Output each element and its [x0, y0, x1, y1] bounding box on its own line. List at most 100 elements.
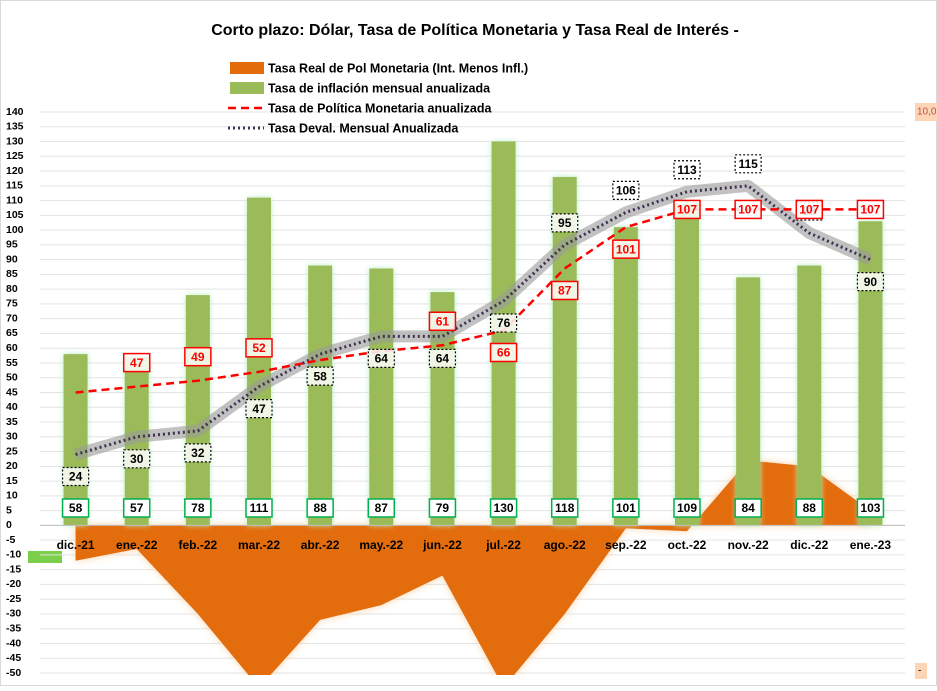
data-label-box: [550, 280, 579, 301]
y-tick-label: 40: [6, 401, 18, 413]
data-label-box: [428, 498, 457, 518]
data-label: 87: [375, 501, 389, 515]
bar: [491, 141, 516, 526]
data-label: 107: [677, 203, 697, 217]
data-label: 84: [741, 501, 755, 515]
y-tick-label: 50: [6, 372, 18, 384]
data-label-box: [367, 498, 396, 518]
data-label-box: [489, 342, 518, 363]
data-label: 103: [860, 501, 880, 515]
data-label: 106: [616, 184, 636, 198]
data-label-box: [489, 313, 518, 333]
line-halo: [73, 179, 873, 461]
y-tick-label: -10: [6, 549, 21, 561]
data-label: 32: [191, 446, 205, 460]
plot: [63, 141, 883, 675]
chart-title: Corto plazo: Dólar, Tasa de Política Mon…: [211, 22, 739, 39]
area: [75, 460, 871, 675]
x-tick-label: feb.-22: [179, 538, 218, 552]
y-tick-label: -30: [6, 608, 21, 620]
data-label: 79: [436, 501, 450, 515]
y-tick-label: 110: [6, 194, 23, 206]
data-label: 88: [803, 501, 817, 515]
x-tick-label: oct.-22: [668, 538, 707, 552]
data-label-box: [673, 160, 701, 180]
y-tick-label: 30: [6, 431, 18, 443]
x-tick-label: dic.-22: [790, 538, 828, 552]
data-label: 64: [375, 352, 389, 366]
data-label: 49: [191, 350, 205, 364]
data-label-box: [184, 498, 212, 518]
y2-label: -: [918, 666, 921, 677]
y-tick-label: 0: [6, 519, 12, 531]
data-label: 111: [250, 501, 269, 515]
bar: [369, 268, 394, 526]
data-label-box: [673, 498, 701, 518]
decor: [28, 551, 62, 563]
data-label-box: [367, 348, 395, 368]
data-label-box: [61, 498, 90, 518]
data-label-box: [856, 272, 885, 292]
data-label-box: [856, 498, 885, 518]
bar: [736, 277, 761, 526]
x-tick-label: ene.-22: [116, 538, 158, 552]
y-tick-label: 35: [6, 416, 18, 428]
data-label-box: [184, 346, 212, 367]
data-label: 107: [860, 203, 880, 217]
data-label: 88: [313, 501, 327, 515]
bar: [675, 203, 699, 526]
data-label: 107: [799, 203, 819, 217]
x-tick-label: mar.-22: [238, 538, 280, 552]
data-label: 58: [69, 501, 83, 515]
y-tick-label: 95: [6, 239, 18, 251]
x-tick-label: sep.-22: [605, 538, 647, 552]
y-tick-label: 15: [6, 475, 18, 487]
y-tick-label: -50: [6, 667, 21, 679]
data-label-box: [245, 398, 273, 419]
data-label-box: [122, 352, 151, 373]
y-tick-label: 115: [6, 180, 23, 192]
data-label: 66: [497, 346, 511, 360]
y-tick-label: 55: [6, 357, 18, 369]
data-label-box: [734, 498, 762, 518]
data-label-box: [795, 498, 824, 518]
legend-label: Tasa de Política Monetaria anualizada: [268, 101, 492, 115]
data-label: 101: [616, 501, 636, 515]
data-label-box: [428, 311, 457, 332]
data-label-box: [184, 443, 212, 463]
y-tick-label: 130: [6, 135, 24, 147]
y-tick-label: 5: [6, 504, 12, 516]
data-label: 30: [130, 452, 144, 466]
data-label: 87: [558, 284, 572, 298]
data-label: 76: [497, 316, 511, 330]
data-label-box: [551, 213, 579, 233]
x-tick-label: abr.-22: [301, 538, 340, 552]
data-label: 101: [616, 242, 636, 256]
data-label-box: [428, 348, 457, 368]
data-label: 78: [191, 501, 205, 515]
data-label-box: [550, 498, 579, 518]
y-tick-label: 45: [6, 386, 18, 398]
bar: [185, 295, 210, 526]
y-tick-label: -15: [6, 563, 21, 575]
x-tick-label: nov.-22: [728, 538, 769, 552]
y-tick-label: 90: [6, 253, 18, 265]
x-tick-label: jul.-22: [485, 538, 521, 552]
data-label: 58: [313, 369, 327, 383]
bar: [247, 197, 271, 526]
y-tick-label: 135: [6, 121, 24, 133]
y-tick-label: -25: [6, 593, 21, 605]
data-label: 130: [494, 501, 514, 515]
data-label: 24: [69, 470, 83, 484]
data-label: 115: [738, 157, 758, 171]
data-label-box: [306, 498, 334, 518]
y-tick-label: 25: [6, 445, 18, 457]
x-tick-label: ene.-23: [850, 538, 892, 552]
data-label-box: [306, 366, 334, 386]
x-tick-label: may.-22: [359, 538, 403, 552]
data-label-box: [61, 466, 90, 487]
y-tick-label: 120: [6, 165, 24, 177]
y-tick-label: 80: [6, 283, 18, 295]
data-label: 95: [558, 216, 572, 230]
